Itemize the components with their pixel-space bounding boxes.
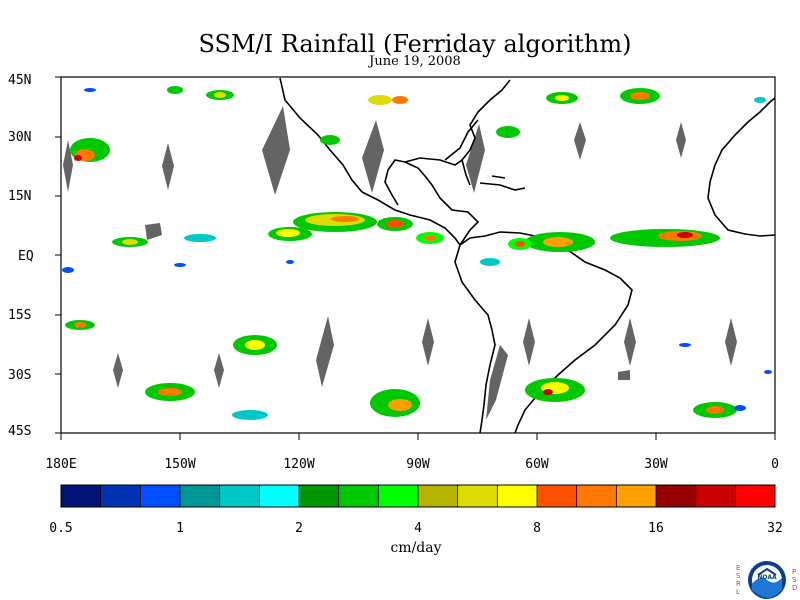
colorbar-swatch [418,485,458,507]
colorbar-swatch [338,485,379,507]
colorbar-label-32: 32 [767,521,783,536]
lat-label-30n: 30N [8,130,32,145]
lat-label-eq: EQ [18,249,34,264]
lon-label-0: 0 [771,457,779,472]
noaa-logo-text: NOAA [757,574,777,581]
noaa-emblem-icon: NOAA [748,561,786,599]
colorbar-swatch [299,485,339,507]
colorbar-swatch [378,485,418,507]
scattered-light-rain [62,88,772,411]
colorbar-label-4: 4 [414,521,422,536]
lat-label-30s: 30S [8,368,32,383]
itcz-central-pacific [112,234,216,247]
colorbar-swatch [576,485,617,507]
colorbar-swatch [140,485,180,507]
colorbar [60,484,776,508]
lon-label-180e: 180E [45,457,77,472]
south-pacific-storms [65,320,420,420]
colorbar-swatch [61,485,101,507]
itcz-east-pacific [268,212,444,244]
north-pacific-storms [70,86,234,162]
colorbar-label-16: 16 [648,521,664,536]
map-date: June 19, 2008 [369,54,461,69]
no-data-gaps [63,106,737,420]
lon-label-150w: 150W [164,457,196,472]
lon-label-30w: 30W [644,457,668,472]
colorbar-swatch [616,485,656,507]
colorbar-swatch [656,485,696,507]
map-title: SSM/I Rainfall (Ferriday algorithm) [198,30,632,58]
rain-patches [62,86,772,420]
map-ticks [55,76,776,440]
south-atlantic-storms [525,378,737,418]
colorbar-swatch [695,485,736,507]
colorbar-swatch [537,485,577,507]
lat-label-15s: 15S [8,308,32,323]
colorbar-swatch [100,485,141,507]
north-atlantic-storms [320,88,660,145]
lat-label-45n: 45N [8,73,32,88]
colorbar-label-2: 2 [295,521,303,536]
colorbar-swatch [497,485,537,507]
colorbar-label-8: 8 [533,521,541,536]
colorbar-swatch [735,485,775,507]
lat-label-15n: 15N [8,189,32,204]
colorbar-swatch [180,485,220,507]
lon-label-60w: 60W [525,457,549,472]
lon-label-90w: 90W [406,457,430,472]
colorbar-swatch [219,485,260,507]
colorbar-units: cm/day [390,540,442,556]
lat-label-45s: 45S [8,424,32,439]
colorbar-swatch [457,485,498,507]
lon-label-120w: 120W [283,457,315,472]
itcz-atlantic [508,229,720,252]
colorbar-label-0_5: 0.5 [49,521,73,536]
colorbar-swatch [259,485,299,507]
map-frame [60,76,776,434]
colorbar-label-1: 1 [176,521,184,536]
